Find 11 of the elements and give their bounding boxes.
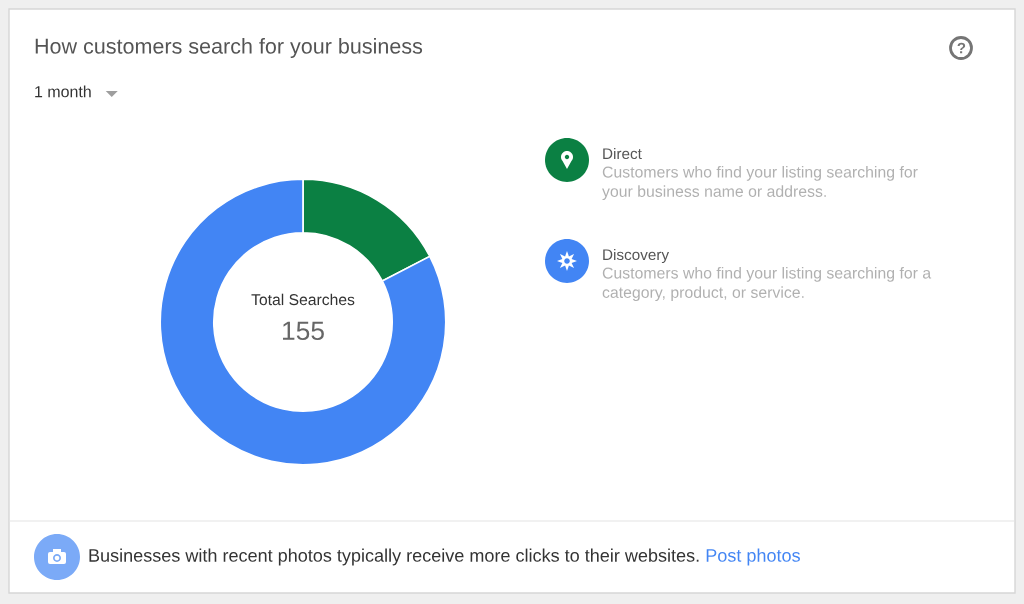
text: Post photos (706, 548, 800, 566)
text: Total Searches (251, 293, 355, 306)
legend-label: Discovery (603, 248, 670, 264)
donut-slice (159, 178, 447, 466)
text: Businesses with recent photos typically receive more clicks to their websites. (89, 548, 699, 566)
chart-title: How customers search for your business (35, 37, 423, 59)
legend-label: Direct (603, 147, 642, 160)
text: Customers who find your listing searching for your business name or address. (602, 166, 918, 201)
text: Customers who find your listing searching for a category, product, or service. (602, 267, 932, 302)
text: 1 month (35, 85, 91, 98)
text: 155 (283, 321, 324, 341)
